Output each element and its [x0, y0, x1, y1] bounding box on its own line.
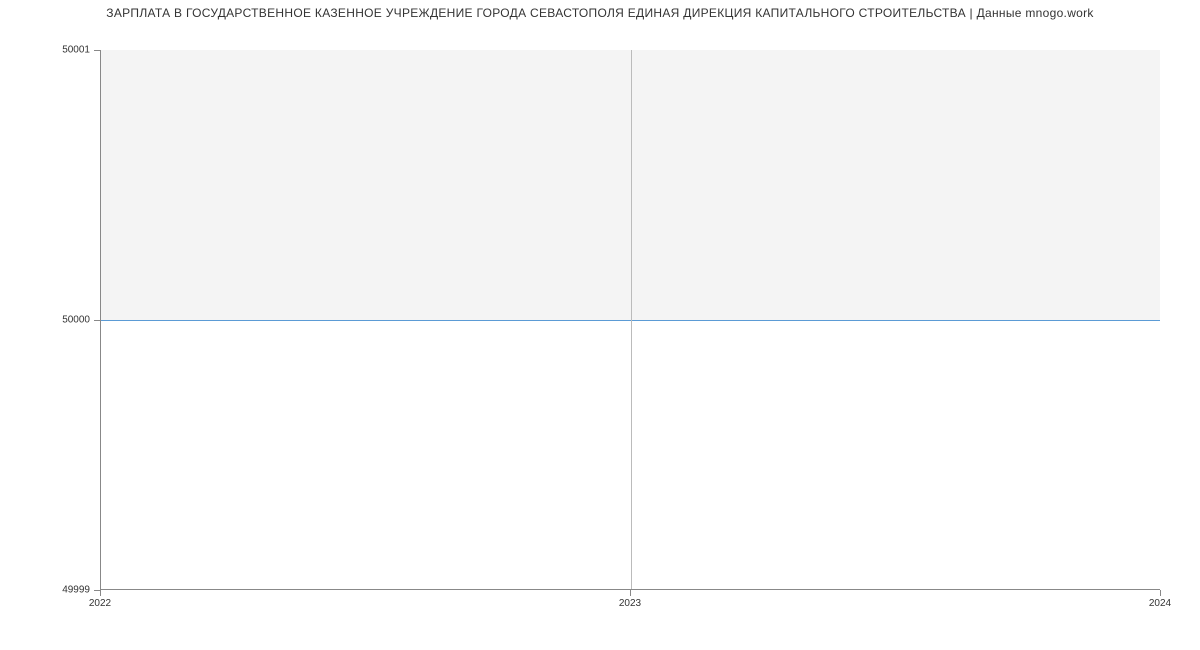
x-tick-label: 2022 — [89, 598, 111, 609]
chart-title: ЗАРПЛАТА В ГОСУДАРСТВЕННОЕ КАЗЕННОЕ УЧРЕ… — [0, 6, 1200, 20]
y-tick-label: 50000 — [0, 315, 90, 326]
plot-area — [100, 50, 1160, 590]
x-tick — [100, 590, 101, 596]
y-tick — [94, 320, 100, 321]
y-tick — [94, 50, 100, 51]
x-tick — [1160, 590, 1161, 596]
x-tick-label: 2024 — [1149, 598, 1171, 609]
chart-container: ЗАРПЛАТА В ГОСУДАРСТВЕННОЕ КАЗЕННОЕ УЧРЕ… — [0, 0, 1200, 650]
y-tick-label: 49999 — [0, 585, 90, 596]
x-gridline — [631, 50, 632, 589]
y-tick-label: 50001 — [0, 45, 90, 56]
x-tick — [630, 590, 631, 596]
x-tick-label: 2023 — [619, 598, 641, 609]
